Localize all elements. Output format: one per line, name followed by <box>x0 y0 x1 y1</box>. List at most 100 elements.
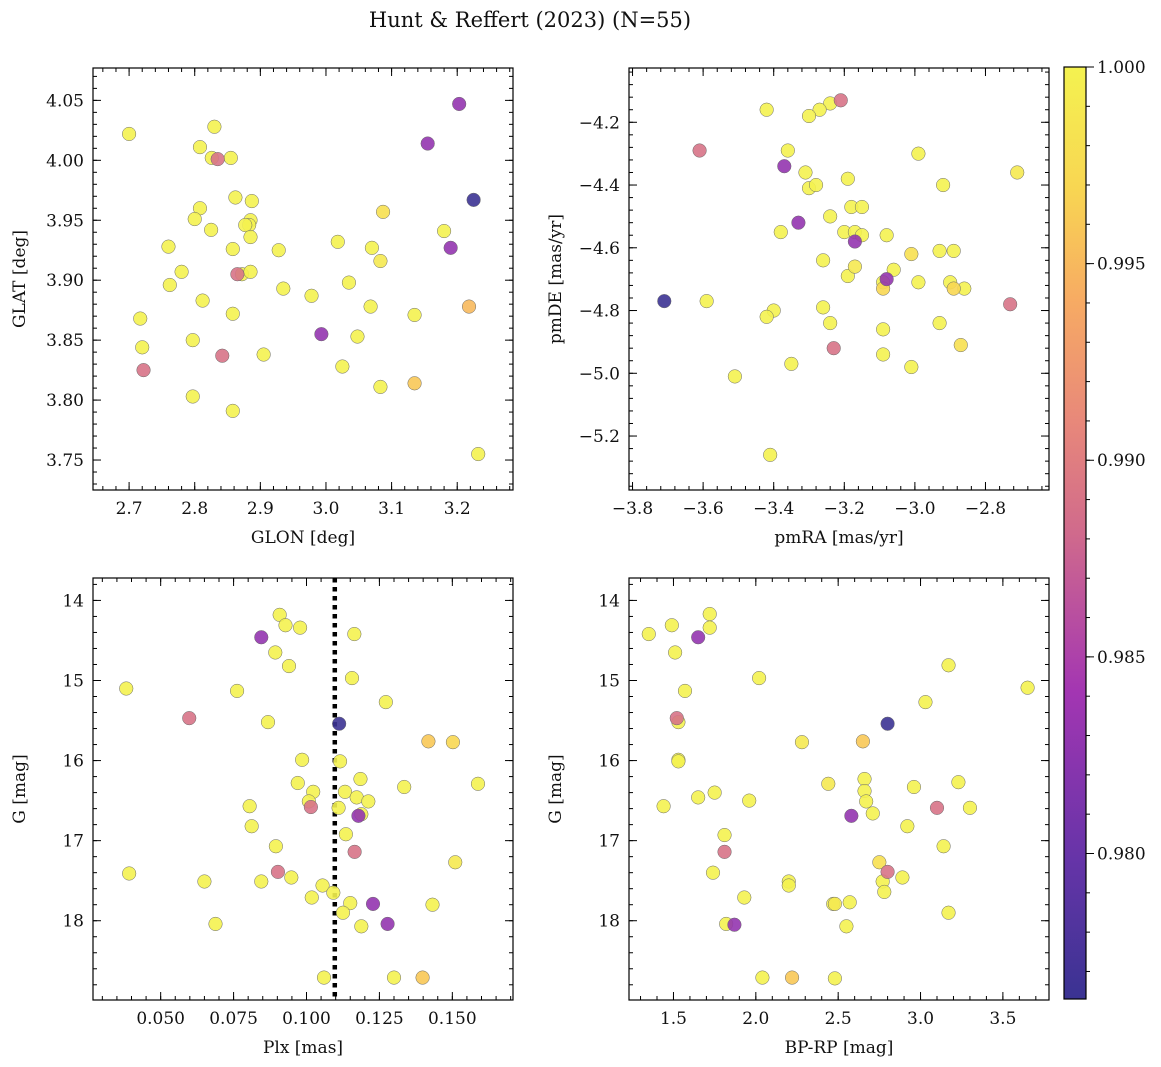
data-point <box>119 681 134 696</box>
data-point <box>904 359 919 375</box>
data-point <box>331 800 346 815</box>
data-point <box>466 192 481 207</box>
data-point <box>260 715 276 730</box>
y-axis-label: pmDE [mas/yr] <box>546 214 566 344</box>
data-point <box>162 277 177 293</box>
data-point <box>904 247 919 262</box>
data-point <box>437 223 452 239</box>
y-tick-label: 3.95 <box>46 211 84 231</box>
x-tick-label: 3.1 <box>378 499 405 519</box>
x-tick-label: 2.0 <box>742 1009 769 1029</box>
data-point <box>936 839 951 854</box>
data-point <box>207 119 222 134</box>
y-tick-label: 3.75 <box>46 451 84 471</box>
data-point <box>353 771 368 787</box>
data-point <box>225 241 240 257</box>
data-point <box>872 855 887 870</box>
data-point <box>326 885 341 900</box>
data-point <box>293 620 308 635</box>
data-point <box>268 839 283 854</box>
data-point <box>773 225 788 240</box>
data-point <box>242 799 257 814</box>
colorbar-frame <box>1063 66 1087 1000</box>
data-point <box>254 874 269 889</box>
data-point <box>692 143 707 158</box>
data-point <box>361 794 376 809</box>
x-tick-label: 0.125 <box>355 1009 404 1029</box>
x-tick-label: 0.150 <box>428 1009 477 1029</box>
y-tick-label: 3.85 <box>46 331 84 351</box>
x-axis-label: pmRA [mas/yr] <box>774 528 903 548</box>
data-point <box>380 916 395 931</box>
y-tick-label: 4.00 <box>46 151 84 171</box>
data-point <box>941 905 956 920</box>
x-tick-label: −3.4 <box>753 499 794 519</box>
x-tick-label: 2.7 <box>116 499 143 519</box>
data-point <box>335 905 351 920</box>
data-point <box>1003 297 1018 312</box>
data-point <box>122 126 137 141</box>
data-point <box>755 970 770 985</box>
y-tick-label: 15 <box>598 671 620 691</box>
data-point <box>953 337 968 353</box>
y-tick-label: 3.80 <box>46 391 84 411</box>
data-point <box>135 340 150 355</box>
colorbar-tick-label: 0.995 <box>1097 255 1146 275</box>
data-point <box>354 919 369 934</box>
data-point <box>407 307 422 323</box>
data-point <box>133 311 148 326</box>
data-point <box>737 890 752 905</box>
data-point <box>656 799 671 814</box>
data-point <box>763 447 778 462</box>
data-point <box>879 228 894 243</box>
data-point <box>847 234 862 249</box>
data-point <box>425 897 440 912</box>
data-point <box>798 165 813 180</box>
data-point <box>347 627 362 642</box>
data-point <box>332 716 347 731</box>
data-point <box>195 293 210 308</box>
data-point <box>879 272 894 287</box>
data-point <box>407 376 422 391</box>
data-point <box>918 695 933 710</box>
x-tick-label: 2.8 <box>181 499 208 519</box>
data-point <box>691 630 706 645</box>
y-tick-label: −5.0 <box>579 364 620 384</box>
data-point <box>225 403 240 418</box>
data-point <box>347 844 362 859</box>
panel-bottom-right: 1.5 2.0 2.5 3.0 3.5 14 15 16 17 18 BP-RP [mag] G [m… <box>546 577 1050 1058</box>
data-point <box>351 808 366 823</box>
data-point <box>256 347 271 362</box>
data-point <box>717 827 732 843</box>
data-point <box>844 808 859 823</box>
data-point <box>876 347 891 362</box>
data-point <box>816 253 831 268</box>
data-point <box>823 316 838 331</box>
data-point <box>230 267 245 282</box>
data-point <box>185 333 200 348</box>
axes-frame <box>92 67 514 491</box>
data-point <box>335 359 350 374</box>
data-point <box>278 618 293 633</box>
data-point <box>122 866 137 881</box>
data-point <box>303 799 318 815</box>
data-point <box>295 752 310 767</box>
data-point <box>174 264 189 279</box>
data-point <box>857 771 872 787</box>
data-point <box>794 735 809 750</box>
y-tick-label: 18 <box>62 912 84 932</box>
data-point <box>182 711 197 726</box>
y-tick-label: 18 <box>598 912 620 932</box>
data-point <box>268 645 283 660</box>
data-point <box>759 309 774 324</box>
data-point <box>780 143 795 158</box>
data-point <box>330 234 345 249</box>
data-point <box>702 606 717 622</box>
y-tick-label: 17 <box>62 832 84 852</box>
data-point <box>445 735 460 750</box>
data-point <box>337 784 353 799</box>
y-tick-label: −4.6 <box>579 239 620 259</box>
data-point <box>833 93 848 108</box>
data-point <box>777 159 792 174</box>
